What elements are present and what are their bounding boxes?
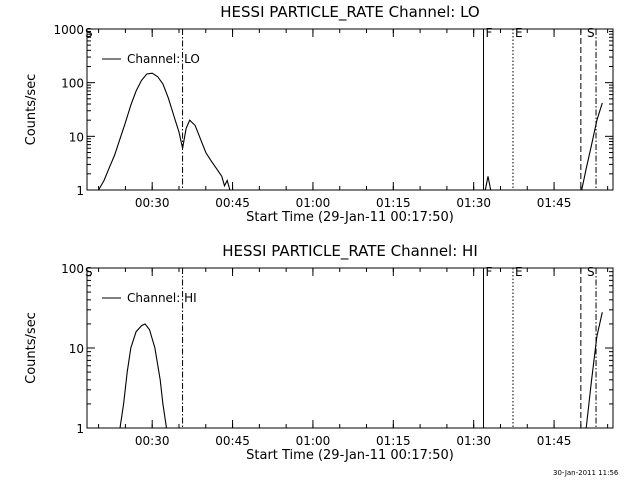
x-tick-label: 01:30: [456, 196, 491, 210]
y-tick-label: 100: [61, 262, 84, 276]
y-tick-label: 10: [69, 342, 84, 356]
x-axis-label: Start Time (29-Jan-11 00:17:50): [246, 210, 454, 225]
x-tick-label: 00:45: [215, 196, 250, 210]
series-line: [119, 323, 168, 429]
x-tick-label: 01:30: [456, 434, 491, 448]
panel-lo: HESSI PARTICLE_RATE Channel: LO 1 10 100 100…: [24, 3, 614, 225]
y-tick-label: 1000: [53, 23, 84, 37]
marker-label: S: [587, 26, 595, 40]
chart-title: HESSI PARTICLE_RATE Channel: LO: [220, 3, 479, 22]
marker-label: E: [515, 265, 523, 279]
y-tick-label: 1: [76, 422, 84, 436]
chart-title: HESSI PARTICLE_RATE Channel: HI: [222, 242, 478, 261]
x-tick-label: 00:45: [215, 434, 250, 448]
legend-label: Channel: HI: [127, 291, 197, 305]
y-tick-label: 1: [76, 184, 84, 198]
x-tick-label: 01:45: [537, 196, 572, 210]
marker-label: S: [587, 265, 595, 279]
legend-label: Channel: LO: [127, 52, 200, 66]
plot-frame: [86, 28, 614, 191]
marker-label: F: [486, 265, 493, 279]
x-tick-label: 01:45: [537, 434, 572, 448]
x-axis-label: Start Time (29-Jan-11 00:17:50): [246, 448, 454, 463]
marker-label: F: [486, 26, 493, 40]
x-tick-label: 01:00: [296, 434, 331, 448]
x-tick-label: 01:15: [376, 434, 411, 448]
footer-timestamp: 30-Jan-2011 11:56: [553, 469, 619, 477]
x-tick-label: 01:00: [296, 196, 331, 210]
marker-label: E: [515, 26, 523, 40]
y-tick-label: 10: [69, 130, 84, 144]
y-axis-label: Counts/sec: [24, 312, 39, 384]
y-axis-label: Counts/sec: [24, 74, 39, 146]
panel-hi: HESSI PARTICLE_RATE Channel: HI 1 10 100 00:…: [24, 242, 614, 463]
x-tick-label: 00:30: [135, 434, 170, 448]
series-line: [484, 176, 492, 191]
x-tick-label: 01:15: [376, 196, 411, 210]
marker-label: S: [85, 265, 93, 279]
series-line: [98, 72, 231, 191]
series-line: [585, 312, 603, 429]
marker-label: S: [85, 26, 93, 40]
series-line: [581, 102, 603, 191]
y-tick-label: 100: [61, 77, 84, 91]
x-tick-label: 00:30: [135, 196, 170, 210]
